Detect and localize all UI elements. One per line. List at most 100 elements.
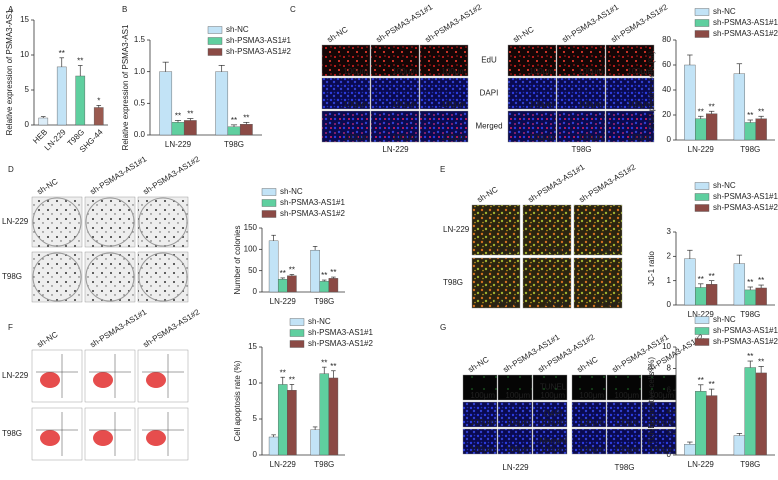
- legend-label: sh-PSMA3-AS1#2: [713, 203, 778, 212]
- micrograph: [556, 77, 606, 110]
- scale-label: 100μm: [627, 100, 652, 109]
- micrograph: [573, 257, 623, 309]
- scale-label: 100μm: [441, 100, 466, 109]
- column-label: sh-NC: [325, 25, 349, 45]
- legend-swatch: [694, 30, 710, 38]
- micrograph: [137, 251, 189, 303]
- row-label: TUNEL: [540, 383, 567, 392]
- bar: [268, 240, 279, 293]
- dish-rim: [32, 197, 82, 247]
- significance: **: [747, 111, 753, 120]
- micrograph: [507, 110, 557, 143]
- y-tick-label: 20: [662, 110, 671, 119]
- significance: **: [747, 352, 753, 361]
- significance: **: [330, 268, 336, 277]
- micrograph: [31, 251, 83, 303]
- y-tick-label: 0: [25, 120, 30, 129]
- error-bar: [218, 64, 225, 72]
- micrograph: [641, 401, 677, 428]
- error-bar: [289, 274, 295, 276]
- micrograph: [532, 428, 568, 455]
- significance: **: [709, 380, 715, 389]
- error-bar: [698, 115, 704, 119]
- error-bar: [312, 245, 318, 251]
- bar: [38, 117, 49, 126]
- micrograph: [321, 44, 371, 77]
- significance: **: [747, 278, 753, 287]
- legend-label: sh-PSMA3-AS1#2: [226, 47, 291, 56]
- y-tick-label: 0: [667, 300, 672, 309]
- error-bar: [96, 105, 102, 108]
- bar: [684, 258, 696, 306]
- error-bar: [747, 286, 753, 290]
- micrograph: [507, 77, 557, 110]
- legend-label: sh-NC: [308, 317, 331, 326]
- micrograph: [84, 251, 136, 303]
- x-tick-label: LN-229: [270, 297, 297, 306]
- scale-label: 100μm: [614, 418, 639, 427]
- column-label: sh-NC: [466, 355, 490, 375]
- micrograph: [606, 374, 642, 401]
- significance: **: [289, 266, 295, 275]
- error-bar: [230, 124, 238, 127]
- column-label: sh-PSMA3-AS1#1: [88, 307, 148, 349]
- y-tick-label: 2: [667, 251, 672, 260]
- bar: [684, 64, 696, 141]
- legend-label: sh-NC: [713, 315, 736, 324]
- scale-label: 100μm: [493, 246, 518, 255]
- micrograph: [605, 44, 655, 77]
- group-label: T98G: [614, 463, 634, 472]
- y-tick-label: 10: [248, 378, 257, 387]
- bar: [277, 384, 288, 456]
- scale-label: 100μm: [470, 391, 495, 400]
- error-bar: [687, 441, 693, 445]
- scale-label: 100μm: [614, 391, 639, 400]
- column-label: sh-NC: [35, 177, 59, 197]
- scale-label: 100μm: [578, 67, 603, 76]
- bar: [319, 281, 330, 293]
- error-bar: [736, 433, 743, 436]
- scale-label: 100μm: [441, 133, 466, 142]
- row-label: Merged: [539, 437, 566, 446]
- y-tick-label: 1.5: [134, 35, 146, 44]
- bar: [705, 113, 718, 141]
- micrograph: [370, 77, 420, 110]
- bar: [287, 390, 297, 456]
- x-tick-label: T98G: [740, 310, 760, 319]
- legend-swatch: [694, 316, 710, 324]
- scale-label: 100μm: [649, 391, 674, 400]
- cell-cloud: [93, 372, 113, 388]
- bar: [755, 372, 767, 456]
- error-bar: [271, 234, 276, 241]
- error-bar: [174, 120, 182, 123]
- y-tick-label: 8: [667, 364, 672, 373]
- micrograph: [497, 374, 533, 401]
- bar: [695, 287, 707, 306]
- significance: **: [187, 110, 193, 119]
- micrograph: [573, 204, 623, 256]
- column-label: sh-NC: [575, 355, 599, 375]
- x-tick-label: LN-229: [688, 145, 715, 154]
- bar: [277, 279, 288, 293]
- y-tick-label: 3: [667, 227, 672, 236]
- panel-letter: G: [440, 323, 446, 332]
- y-axis-label: Cell apoptosis rate (%): [233, 360, 242, 441]
- error-bar: [321, 279, 327, 282]
- error-bar: [280, 376, 286, 385]
- error-bar: [59, 57, 65, 67]
- micrograph: [641, 374, 677, 401]
- column-label: sh-PSMA3-AS1#1: [88, 154, 148, 196]
- row-label: EdU: [481, 56, 497, 65]
- micrograph: [605, 77, 655, 110]
- error-bar: [312, 426, 318, 430]
- scale-label: 100μm: [595, 246, 620, 255]
- y-tick-label: 10: [662, 342, 671, 351]
- row-label: LN-229: [2, 371, 29, 380]
- micrograph: [31, 196, 83, 248]
- significance: **: [77, 57, 83, 66]
- x-tick-label: LN-229: [688, 460, 715, 469]
- legend-swatch: [694, 182, 710, 190]
- legend-swatch: [261, 188, 277, 196]
- column-label: sh-NC: [475, 185, 499, 205]
